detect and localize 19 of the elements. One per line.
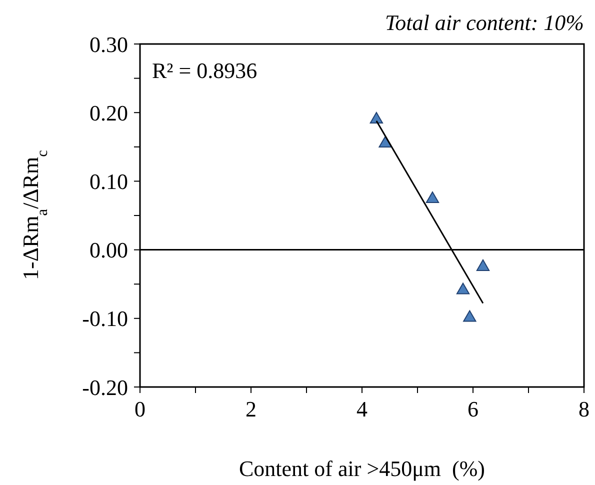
y-tick-label: 0.00 — [90, 238, 128, 263]
x-tick-label: 8 — [578, 396, 590, 422]
point — [456, 282, 470, 294]
x-tick-label: 6 — [468, 396, 478, 422]
x-axis-title: Content of air >450μm (%) — [239, 456, 485, 481]
point — [426, 192, 440, 204]
y-tick-label: 0.30 — [90, 32, 128, 57]
annotation: R² = 0.8936 — [152, 58, 258, 83]
y-tick-label: -0.10 — [82, 306, 128, 332]
y-tick-label: 0.10 — [90, 169, 128, 194]
point — [370, 112, 384, 124]
point — [476, 259, 490, 271]
chart-title: Total air content: 10% — [384, 10, 584, 35]
x-tick-label: 4 — [356, 396, 368, 422]
x-tick-label: 2 — [246, 396, 256, 422]
x-tick-label: 0 — [134, 396, 146, 422]
y-tick-label: -0.20 — [82, 374, 128, 400]
y-tick-label: 0.20 — [90, 100, 128, 126]
point — [463, 310, 476, 322]
